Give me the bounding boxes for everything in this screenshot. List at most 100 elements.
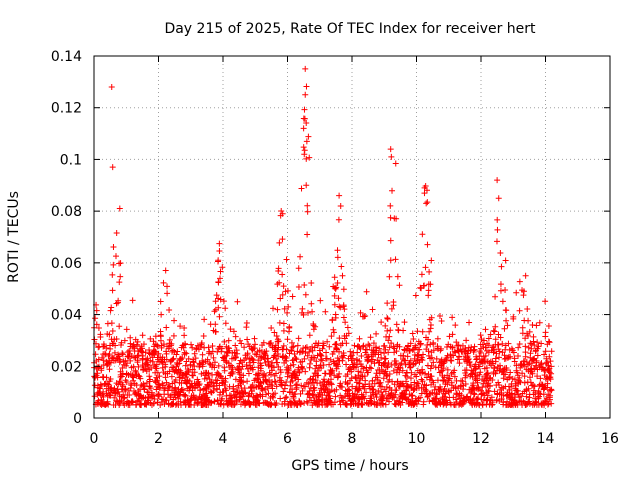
data-point bbox=[393, 360, 400, 367]
data-point bbox=[212, 321, 219, 328]
data-point bbox=[242, 355, 249, 362]
data-point bbox=[232, 333, 239, 340]
data-point bbox=[334, 247, 341, 254]
data-point bbox=[163, 397, 170, 404]
data-point bbox=[368, 383, 375, 390]
data-point bbox=[157, 298, 164, 305]
data-point bbox=[211, 398, 218, 405]
data-point bbox=[269, 385, 276, 392]
data-point bbox=[105, 401, 112, 408]
data-point bbox=[301, 106, 308, 113]
data-point bbox=[95, 324, 102, 331]
data-point bbox=[340, 352, 347, 359]
data-point bbox=[301, 355, 308, 362]
data-point bbox=[320, 342, 327, 349]
data-point bbox=[436, 387, 443, 394]
data-point bbox=[455, 342, 462, 349]
data-point bbox=[444, 381, 451, 388]
data-point bbox=[384, 315, 391, 322]
data-point bbox=[468, 344, 475, 351]
data-point bbox=[126, 347, 133, 354]
y-tick-label: 0.14 bbox=[51, 49, 82, 65]
data-point bbox=[334, 280, 341, 287]
data-point bbox=[163, 350, 170, 357]
data-point bbox=[123, 326, 130, 333]
data-point bbox=[270, 305, 277, 312]
data-point bbox=[215, 257, 222, 264]
data-point bbox=[483, 364, 490, 371]
data-point bbox=[298, 382, 305, 389]
data-point bbox=[217, 400, 224, 407]
data-point bbox=[501, 325, 508, 332]
data-point bbox=[475, 395, 482, 402]
data-point bbox=[522, 353, 529, 360]
data-point bbox=[423, 387, 430, 394]
data-point bbox=[497, 281, 504, 288]
data-point bbox=[503, 317, 510, 324]
data-point bbox=[112, 342, 119, 349]
data-point bbox=[394, 273, 401, 280]
data-point bbox=[239, 393, 246, 400]
data-point bbox=[302, 91, 309, 98]
data-point bbox=[522, 402, 529, 409]
data-point bbox=[150, 400, 157, 407]
data-point bbox=[371, 360, 378, 367]
data-point bbox=[126, 391, 133, 398]
y-axis-label: ROTI / TECUs bbox=[6, 191, 22, 283]
data-point bbox=[413, 373, 420, 380]
data-point bbox=[502, 286, 509, 293]
data-point bbox=[275, 265, 282, 272]
data-point bbox=[296, 369, 303, 376]
data-point bbox=[323, 355, 330, 362]
data-point bbox=[281, 398, 288, 405]
data-point bbox=[385, 349, 392, 356]
data-point bbox=[249, 356, 256, 363]
data-point bbox=[525, 361, 532, 368]
data-point bbox=[209, 343, 216, 350]
data-point bbox=[369, 306, 376, 313]
data-point bbox=[489, 399, 496, 406]
data-point bbox=[516, 340, 523, 347]
data-point bbox=[303, 398, 310, 405]
data-point bbox=[451, 373, 458, 380]
data-point bbox=[546, 339, 553, 346]
data-point bbox=[282, 353, 289, 360]
data-point bbox=[179, 387, 186, 394]
data-point bbox=[521, 379, 528, 386]
data-point bbox=[343, 361, 350, 368]
data-point bbox=[116, 323, 123, 330]
data-point bbox=[215, 279, 222, 286]
data-point bbox=[545, 322, 552, 329]
data-point bbox=[155, 381, 162, 388]
data-point bbox=[503, 367, 510, 374]
data-point bbox=[119, 351, 126, 358]
data-point bbox=[330, 329, 337, 336]
data-point bbox=[345, 330, 352, 337]
data-point bbox=[312, 377, 319, 384]
data-point bbox=[370, 340, 377, 347]
data-point bbox=[213, 292, 220, 299]
data-point bbox=[382, 322, 389, 329]
data-point bbox=[230, 328, 237, 335]
data-point bbox=[506, 373, 513, 380]
data-point bbox=[415, 352, 422, 359]
data-point bbox=[506, 395, 513, 401]
data-point bbox=[530, 333, 537, 340]
data-point bbox=[286, 324, 293, 331]
data-point bbox=[292, 355, 299, 362]
data-point bbox=[232, 376, 239, 383]
data-point bbox=[97, 331, 104, 338]
data-point bbox=[500, 399, 507, 406]
data-point bbox=[153, 374, 160, 381]
x-tick-label: 10 bbox=[408, 431, 426, 447]
data-point bbox=[91, 393, 98, 400]
data-point bbox=[449, 314, 456, 321]
data-point bbox=[210, 387, 217, 394]
data-point bbox=[108, 320, 115, 327]
data-point bbox=[190, 359, 197, 366]
data-point bbox=[305, 309, 312, 316]
data-point bbox=[494, 226, 501, 233]
data-point bbox=[383, 373, 390, 380]
data-point bbox=[179, 355, 186, 362]
data-point bbox=[270, 364, 277, 371]
